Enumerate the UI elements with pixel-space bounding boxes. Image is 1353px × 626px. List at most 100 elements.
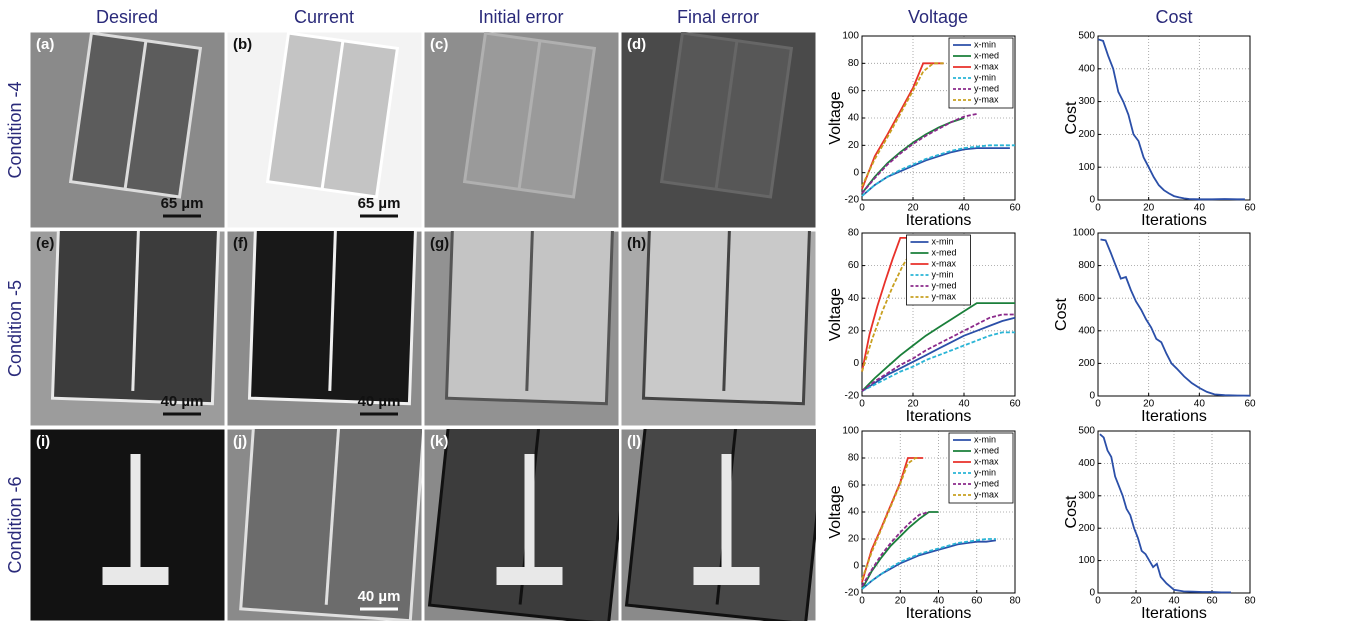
x-tick-label: 0: [1095, 596, 1101, 607]
scale-bar-label: 40 µm: [358, 588, 401, 605]
micrograph: (f)40 µm: [227, 223, 422, 426]
panel-label: (b): [233, 36, 252, 53]
y-tick-label: 0: [853, 358, 859, 369]
y-tick-label: 0: [853, 167, 859, 178]
x-tick-label: 80: [1244, 596, 1256, 607]
y-tick-label: 60: [848, 480, 860, 491]
beam: [722, 454, 732, 569]
x-tick-label: 0: [1095, 203, 1101, 214]
legend-label: y-max: [974, 489, 999, 499]
y-tick-label: 60: [848, 260, 860, 271]
panel-label: (i): [36, 433, 50, 450]
column-header: Final error: [677, 7, 759, 27]
column-header: Desired: [96, 7, 158, 27]
y-tick-label: 400: [1078, 325, 1095, 336]
y-tick-label: 400: [1078, 458, 1095, 469]
y-axis-label: Cost: [1063, 495, 1080, 528]
x-tick-label: 80: [1009, 596, 1021, 607]
y-tick-label: 400: [1078, 63, 1095, 74]
panel-label: (g): [430, 235, 449, 252]
x-axis-label: Iterations: [906, 605, 972, 621]
y-tick-label: 500: [1078, 31, 1095, 42]
x-tick-label: 0: [1095, 399, 1101, 410]
column-header: Cost: [1155, 7, 1192, 27]
scale-bar-label: 40 µm: [161, 393, 204, 410]
legend-label: x-min: [932, 236, 954, 246]
panel-label: (e): [36, 235, 54, 252]
beam: [131, 454, 141, 569]
legend-label: y-min: [974, 72, 996, 82]
panel-label: (j): [233, 433, 247, 450]
legend-label: y-min: [932, 269, 954, 279]
panel-label: (d): [627, 36, 646, 53]
panel-label: (c): [430, 36, 448, 53]
legend-label: x-max: [932, 258, 957, 268]
beam-foot: [497, 567, 563, 585]
legend-label: x-min: [974, 434, 996, 444]
micrograph: (j) 40 µm: [227, 409, 424, 621]
scale-bar-label: 65 µm: [161, 195, 204, 212]
legend-label: y-med: [932, 280, 957, 290]
legend-label: x-max: [974, 61, 999, 71]
micrograph: (l): [621, 406, 826, 621]
y-tick-label: 40: [848, 113, 860, 124]
legend-label: x-max: [974, 456, 999, 466]
x-axis-label: Iterations: [1141, 605, 1207, 621]
y-tick-label: 1000: [1073, 228, 1096, 239]
legend-label: y-max: [932, 291, 957, 301]
x-axis-label: Iterations: [1141, 408, 1207, 425]
y-tick-label: 100: [842, 426, 859, 437]
y-tick-label: -20: [845, 195, 860, 206]
x-tick-label: 60: [1206, 596, 1218, 607]
panel-label: (h): [627, 235, 646, 252]
panel-label: (f): [233, 235, 248, 252]
y-tick-label: 20: [848, 534, 860, 545]
y-tick-label: 0: [853, 561, 859, 572]
y-tick-label: 100: [1078, 162, 1095, 173]
x-axis-label: Iterations: [906, 212, 972, 229]
column-header: Voltage: [908, 7, 968, 27]
y-axis-label: Cost: [1063, 101, 1080, 134]
legend-label: x-med: [932, 247, 957, 257]
micrograph: (g): [424, 223, 619, 426]
scale-bar-label: 65 µm: [358, 195, 401, 212]
legend-label: y-min: [974, 467, 996, 477]
y-tick-label: 100: [1078, 555, 1095, 566]
column-header: Initial error: [478, 7, 563, 27]
micrograph: (e) 40 µm: [30, 223, 225, 426]
plot-area: [1098, 36, 1250, 200]
y-tick-label: 200: [1078, 129, 1095, 140]
beam: [525, 454, 535, 569]
figure: Desired Current Initial error Final error Vo…: [0, 0, 1353, 621]
x-tick-label: 60: [1009, 203, 1021, 214]
column-header: Current: [294, 7, 354, 27]
micrograph: (i): [30, 429, 225, 621]
y-tick-label: 20: [848, 325, 860, 336]
y-tick-label: 40: [848, 293, 860, 304]
x-tick-label: 0: [859, 203, 865, 214]
y-axis-label: Voltage: [827, 485, 844, 538]
y-tick-label: 600: [1078, 293, 1095, 304]
y-axis-label: Voltage: [827, 91, 844, 144]
y-tick-label: 80: [848, 453, 860, 464]
x-tick-label: 60: [1244, 203, 1256, 214]
micrograph-background: [30, 429, 225, 621]
row-label: Condition -6: [5, 476, 25, 573]
x-tick-label: 0: [859, 596, 865, 607]
micrograph: (c): [424, 32, 619, 228]
x-tick-label: 60: [971, 596, 983, 607]
y-tick-label: -20: [845, 391, 860, 402]
legend-label: x-med: [974, 445, 999, 455]
y-tick-label: 60: [848, 85, 860, 96]
y-tick-label: -20: [845, 588, 860, 599]
x-tick-label: 60: [1244, 399, 1256, 410]
y-tick-label: 300: [1078, 490, 1095, 501]
y-tick-label: 80: [848, 58, 860, 69]
beam-foot: [694, 567, 760, 585]
y-tick-label: 40: [848, 507, 860, 518]
panel-label: (l): [627, 433, 641, 450]
y-tick-label: 800: [1078, 260, 1095, 271]
x-axis-label: Iterations: [1141, 212, 1207, 229]
micrograph: (h): [621, 223, 816, 426]
x-tick-label: 20: [895, 596, 907, 607]
